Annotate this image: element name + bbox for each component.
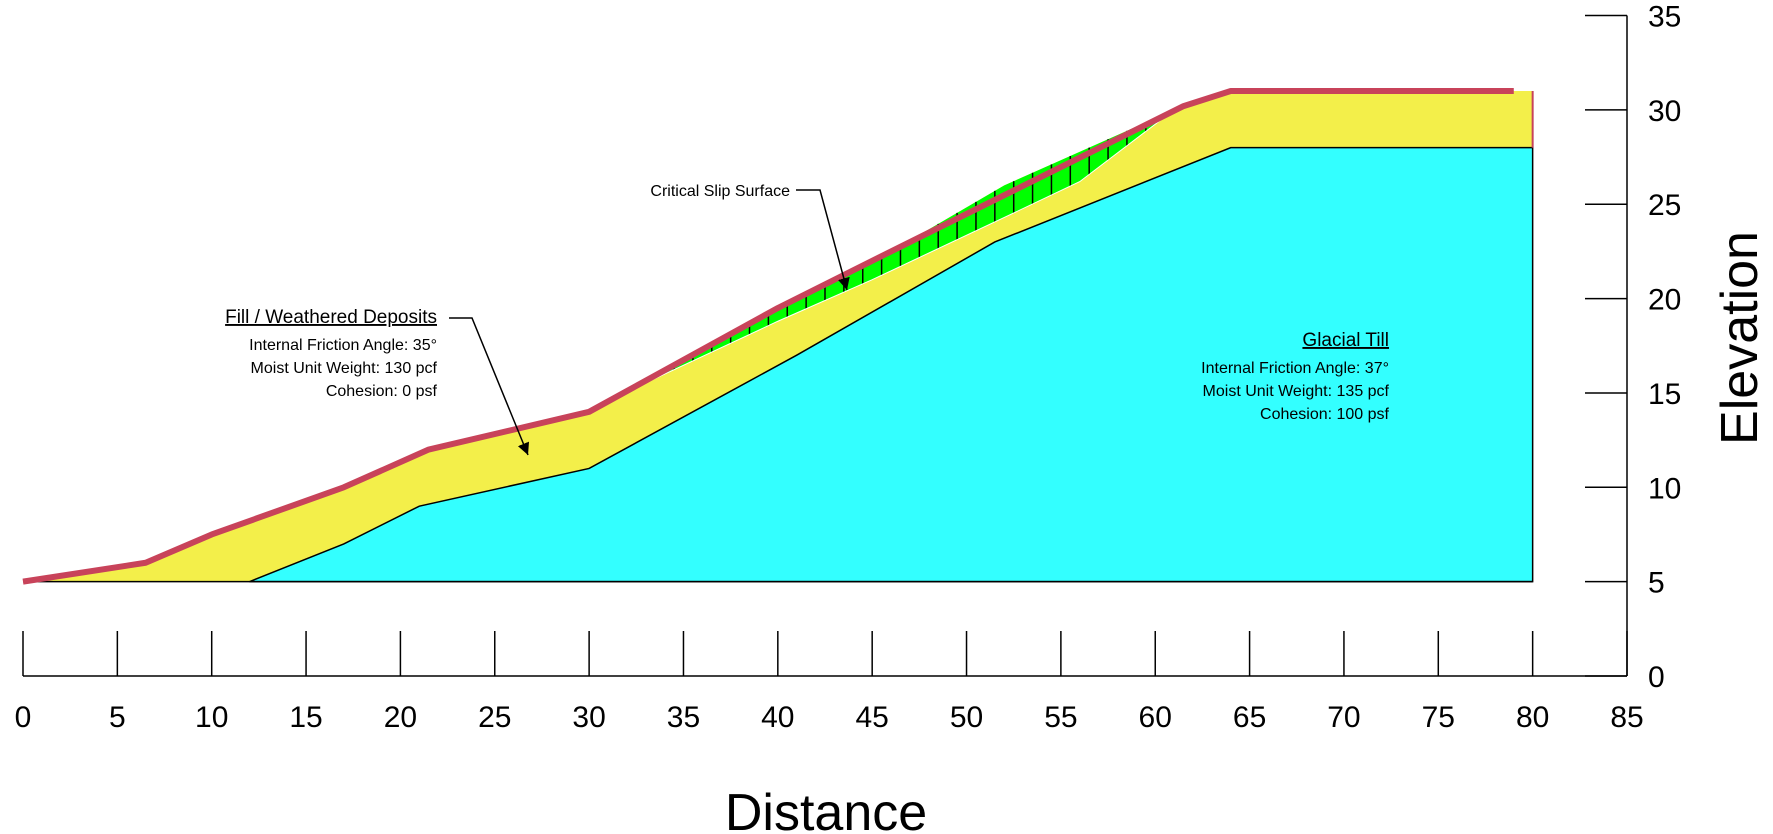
y-tick-label: 25 — [1648, 189, 1681, 222]
annotation: Internal Friction Angle: 35° — [249, 337, 437, 354]
annotation: Moist Unit Weight: 135 pcf — [1203, 383, 1390, 400]
x-tick-label: 20 — [384, 701, 417, 734]
annotation: Critical Slip Surface — [650, 183, 790, 200]
annotation: Moist Unit Weight: 130 pcf — [251, 360, 438, 377]
y-tick-label: 0 — [1648, 661, 1665, 694]
y-tick-label: 20 — [1648, 284, 1681, 317]
y-tick-label: 5 — [1648, 567, 1665, 600]
chart: 0510152025303540455055606570758085051015… — [0, 0, 1773, 834]
x-tick-label: 75 — [1422, 701, 1455, 734]
y-tick-label: 30 — [1648, 95, 1681, 128]
y-tick-label: 10 — [1648, 472, 1681, 505]
x-tick-label: 15 — [289, 701, 322, 734]
x-tick-label: 30 — [572, 701, 605, 734]
y-axis-title: Elevation — [1711, 231, 1769, 445]
x-tick-label: 60 — [1139, 701, 1172, 734]
annotation: Cohesion: 0 psf — [326, 383, 438, 400]
x-tick-label: 25 — [478, 701, 511, 734]
x-tick-label: 65 — [1233, 701, 1266, 734]
x-tick-label: 50 — [950, 701, 983, 734]
annotation: Cohesion: 100 psf — [1260, 406, 1390, 423]
x-tick-label: 10 — [195, 701, 228, 734]
x-tick-label: 5 — [109, 701, 126, 734]
x-tick-label: 85 — [1610, 701, 1643, 734]
annotation: Internal Friction Angle: 37° — [1201, 360, 1389, 377]
x-tick-label: 45 — [855, 701, 888, 734]
x-axis-title: Distance — [725, 784, 927, 834]
x-tick-label: 70 — [1327, 701, 1360, 734]
y-tick-label: 35 — [1648, 1, 1681, 34]
x-tick-label: 80 — [1516, 701, 1549, 734]
annotation-title: Glacial Till — [1302, 330, 1389, 351]
y-tick-label: 15 — [1648, 378, 1681, 411]
x-tick-label: 55 — [1044, 701, 1077, 734]
x-tick-label: 40 — [761, 701, 794, 734]
x-tick-label: 35 — [667, 701, 700, 734]
x-tick-label: 0 — [15, 701, 32, 734]
annotation-title: Fill / Weathered Deposits — [225, 307, 437, 328]
